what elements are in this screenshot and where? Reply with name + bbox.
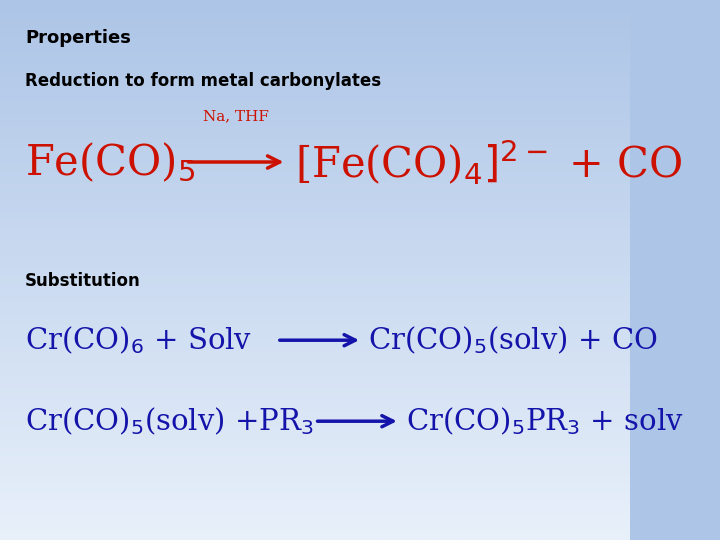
Text: Fe(CO)$_5$: Fe(CO)$_5$ [25,140,196,184]
Text: Cr(CO)$_5$(solv) + CO: Cr(CO)$_5$(solv) + CO [368,325,658,356]
Text: Substitution: Substitution [25,272,141,290]
Text: Reduction to form metal carbonylates: Reduction to form metal carbonylates [25,72,382,90]
Text: Cr(CO)$_5$(solv) +PR$_3$: Cr(CO)$_5$(solv) +PR$_3$ [25,406,314,437]
Text: [Fe(CO)$_4]^{2-}$ + CO: [Fe(CO)$_4]^{2-}$ + CO [294,137,682,187]
Text: Properties: Properties [25,29,131,47]
Text: Cr(CO)$_6$ + Solv: Cr(CO)$_6$ + Solv [25,325,252,356]
Text: Na, THF: Na, THF [203,109,269,123]
Text: Cr(CO)$_5$PR$_3$ + solv: Cr(CO)$_5$PR$_3$ + solv [406,406,684,437]
